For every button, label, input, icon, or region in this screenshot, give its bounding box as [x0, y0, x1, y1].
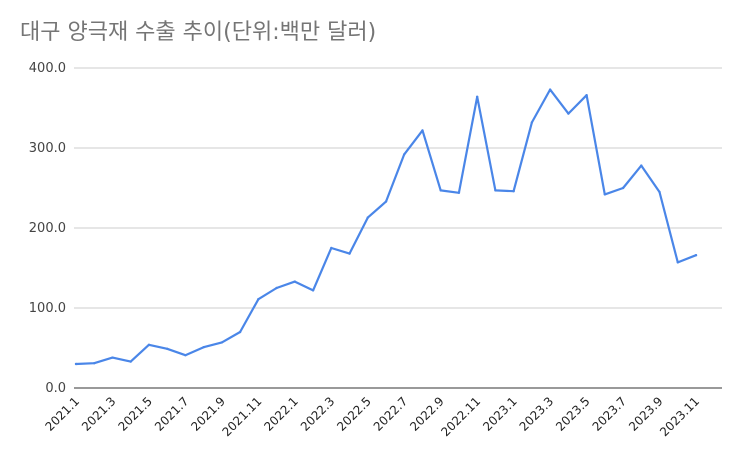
x-tick-label: 2021.11	[219, 394, 264, 439]
series-line	[74, 88, 698, 366]
gridlines	[74, 67, 722, 389]
x-tick-label: 2022.1	[261, 394, 301, 434]
x-tick-label: 2023.1	[480, 394, 520, 434]
y-tick-label: 100.0	[29, 301, 66, 316]
data-point	[348, 252, 351, 255]
data-point	[220, 341, 224, 344]
data-point	[530, 121, 534, 124]
data-point	[494, 189, 497, 192]
data-point	[676, 261, 679, 264]
x-tick-label: 2023.5	[553, 394, 593, 434]
data-point	[293, 280, 297, 283]
data-point	[548, 88, 552, 91]
y-tick-label: 200.0	[29, 221, 66, 236]
data-point	[384, 200, 388, 203]
y-tick-label: 300.0	[29, 141, 66, 156]
x-tick-label: 2023.11	[657, 394, 702, 439]
y-tick-label: 400.0	[29, 61, 66, 76]
y-tick-label: 0.0	[45, 381, 66, 396]
data-point	[257, 298, 260, 301]
x-tick-label: 2021.7	[152, 394, 192, 434]
data-point	[421, 129, 424, 132]
x-tick-label: 2022.5	[334, 394, 374, 434]
data-point	[585, 94, 588, 97]
data-point	[621, 186, 625, 190]
data-point	[238, 330, 242, 334]
series-layer	[74, 88, 698, 366]
data-point	[184, 354, 187, 357]
data-point	[93, 362, 96, 365]
x-tick-label: 2023.3	[517, 394, 557, 434]
data-point	[147, 343, 151, 346]
data-point	[567, 112, 570, 115]
data-point	[202, 346, 205, 349]
data-point	[311, 289, 315, 292]
data-point	[694, 254, 698, 257]
data-point	[111, 356, 114, 359]
x-tick-label: 2022.7	[371, 394, 411, 434]
chart-title: 대구 양극재 수출 추이(단위:백만 달러)	[20, 20, 377, 45]
x-tick-label: 2021.1	[43, 394, 83, 434]
data-point	[439, 189, 442, 192]
data-point	[603, 193, 607, 196]
x-tick-label: 2022.3	[298, 394, 338, 434]
data-point	[403, 153, 406, 156]
data-point	[512, 190, 515, 193]
data-point	[457, 191, 461, 194]
data-point	[129, 360, 132, 363]
data-point	[275, 286, 278, 290]
data-point	[640, 164, 643, 167]
y-axis-ticks: 0.0 100.0 200.0 300.0 400.0	[29, 61, 66, 396]
data-point	[366, 216, 369, 219]
data-point	[475, 95, 479, 99]
x-tick-label: 2021.3	[79, 394, 119, 434]
data-point	[165, 347, 169, 350]
data-point	[330, 246, 333, 250]
data-point	[74, 362, 78, 366]
x-axis-ticks: 2021.12021.32021.52021.72021.92021.11202…	[43, 394, 703, 439]
x-tick-label: 2023.7	[590, 394, 630, 434]
x-tick-label: 2021.5	[115, 394, 155, 434]
data-point	[658, 190, 661, 194]
x-tick-label: 2022.11	[438, 394, 483, 439]
